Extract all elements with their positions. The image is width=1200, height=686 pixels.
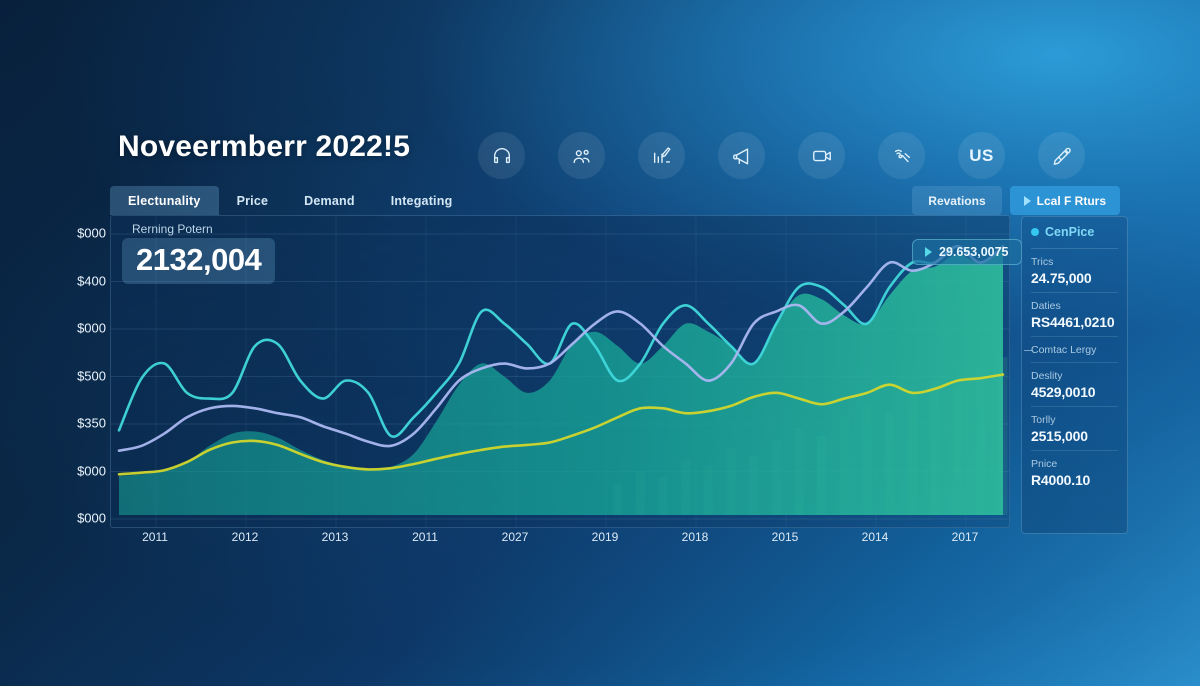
tab-price[interactable]: Price (219, 186, 287, 215)
tools-icon[interactable] (878, 132, 925, 179)
metric-label: Torlly (1031, 414, 1056, 426)
megaphone-icon[interactable] (718, 132, 765, 179)
axis-tick-marker (1024, 350, 1032, 351)
headset-icon[interactable] (478, 132, 525, 179)
metric-value: 24.75,000 (1031, 270, 1092, 286)
x-axis-tick: 2017 (951, 530, 979, 544)
chart-line-cyan (117, 244, 1005, 438)
x-axis-tick: 2027 (501, 530, 529, 544)
x-axis-tick: 2014 (861, 530, 889, 544)
kpi-value: 2132,004 (122, 238, 276, 284)
metric-row[interactable]: Pnice R4000.10 (1031, 451, 1118, 494)
side-panel-title: CenPice (1045, 225, 1095, 239)
tab-demand[interactable]: Demand (286, 186, 373, 215)
x-axis-tick: 2015 (771, 530, 799, 544)
y-axis-tick: $000 (77, 320, 106, 336)
kpi-card: Rerning Potern 2132,004 (122, 222, 276, 284)
side-panel-rows: Trics 24.75,000 Daties RS4461,0210 Comtac Le… (1024, 249, 1118, 494)
page-title: Noveermberr 2022!5 (118, 130, 411, 163)
header: Noveermberr 2022!5 US (0, 0, 1200, 185)
metric-value: R4000.10 (1031, 472, 1091, 488)
play-icon (925, 247, 932, 257)
x-axis-tick: 2012 (231, 530, 259, 544)
button-label: Lcal F Rturs (1036, 193, 1106, 208)
tab-label: Integating (390, 193, 453, 208)
chart-pen-icon[interactable] (638, 132, 685, 179)
y-axis-tick: $000 (77, 463, 106, 478)
button-label: Revations (928, 193, 986, 208)
tab-label: Price (236, 193, 269, 208)
primary-button-lcal-f-rturs[interactable]: Lcal F Rturs (1009, 186, 1120, 215)
chart-panel[interactable] (110, 215, 1010, 528)
y-axis-tick: $500 (77, 368, 106, 383)
chart-y-axis: $000 $400 $000 $500 $350 $000 $000 (62, 215, 106, 528)
edit-pen-icon[interactable] (1038, 132, 1085, 179)
side-panel-header[interactable]: CenPice (1031, 225, 1118, 249)
play-icon (1023, 195, 1031, 206)
y-axis-tick: $000 (77, 225, 106, 241)
metric-label: Comtac Lergy (1031, 344, 1097, 356)
metric-label: Trics (1031, 256, 1054, 268)
x-axis-tick: 2011 (142, 530, 168, 544)
x-axis-tick: 2019 (591, 530, 619, 544)
tab-bar: Electunality Price Demand Integating Revati… (110, 186, 1120, 215)
x-axis-tick: 2011 (412, 530, 438, 544)
x-axis-tick: 2013 (321, 530, 349, 544)
chart-line-yellow (117, 373, 1005, 476)
chart-x-axis: 2011 2012 2013 2011 2027 2019 2018 2015 2014 2017 (110, 530, 1010, 552)
metric-label: Deslity (1031, 370, 1063, 382)
y-axis-tick: $350 (77, 415, 106, 431)
status-dot-icon (1031, 228, 1039, 236)
metric-value: RS4461,0210 (1031, 314, 1115, 330)
chart-area-fill (119, 246, 1003, 515)
y-axis-tick: $000 (77, 510, 106, 526)
tab-electunality[interactable]: Electunality (110, 186, 219, 215)
metric-row[interactable]: Daties RS4461,0210 (1031, 293, 1118, 337)
metrics-side-panel: CenPice Trics 24.75,000 Daties RS4461,0210 C… (1021, 216, 1128, 534)
x-axis-tick: 2018 (681, 530, 709, 544)
region-badge[interactable]: US (958, 132, 1005, 179)
video-icon[interactable] (798, 132, 845, 179)
metric-value: 4529,0010 (1031, 384, 1096, 400)
chart-tooltip-badge[interactable]: 29.653,0075 (912, 239, 1022, 265)
tab-integating[interactable]: Integating (373, 186, 471, 215)
people-icon[interactable] (558, 132, 605, 179)
metric-row[interactable]: Torlly 2515,000 (1031, 407, 1118, 451)
tab-label: Demand (304, 193, 355, 208)
metric-row[interactable]: Trics 24.75,000 (1031, 249, 1118, 293)
tabs-primary: Electunality Price Demand Integating (110, 186, 470, 215)
chart-tooltip-value: 29.653,0075 (939, 245, 1009, 259)
tab-label: Electunality (128, 193, 201, 208)
header-icon-bar: US (478, 132, 1085, 179)
ghost-button-revations[interactable]: Revations (912, 186, 1002, 215)
kpi-label: Rerning Potern (132, 222, 213, 236)
region-badge-label: US (969, 145, 994, 165)
metric-value: 2515,000 (1031, 428, 1088, 444)
metric-row[interactable]: Deslity 4529,0010 (1031, 363, 1118, 407)
y-axis-tick: $400 (77, 273, 106, 288)
metric-label: Daties (1031, 300, 1061, 312)
metric-row[interactable]: Comtac Lergy (1024, 337, 1118, 363)
chart-canvas (111, 216, 1009, 527)
tabs-actions: Revations Lcal F Rturs (912, 186, 1120, 215)
metric-label: Pnice (1031, 458, 1058, 470)
chart-line-lavender (117, 244, 1005, 452)
